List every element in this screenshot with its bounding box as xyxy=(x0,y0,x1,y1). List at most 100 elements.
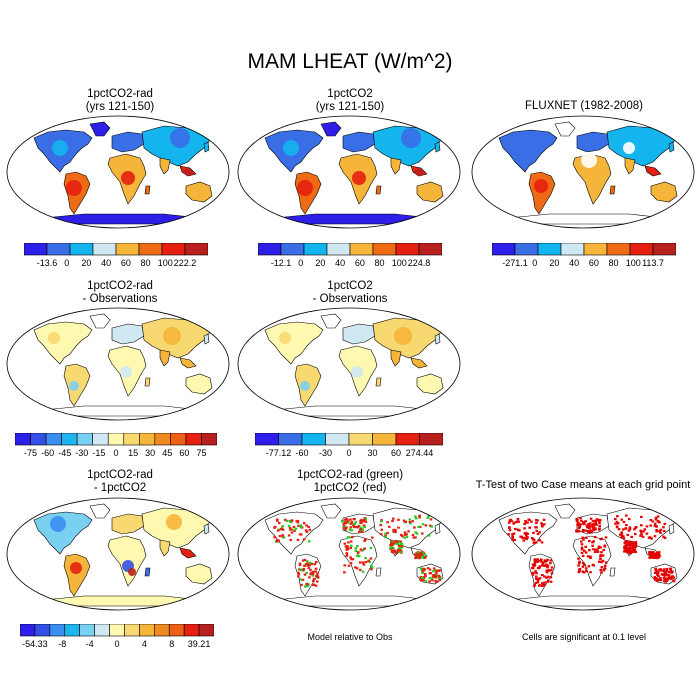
panel-title-p4: 1pctCO2-rad - Observations xyxy=(5,280,235,306)
grid-cell xyxy=(657,568,661,571)
grid-cell xyxy=(352,524,355,527)
grid-cell xyxy=(589,517,593,520)
grid-cell xyxy=(285,519,289,523)
grid-cell xyxy=(546,564,550,567)
colorbar-tick-label: 30 xyxy=(367,448,378,458)
grid-cell xyxy=(521,536,524,539)
map-panel-3 xyxy=(471,115,695,229)
colorbar-tick-label: 4 xyxy=(141,639,147,649)
grid-cell xyxy=(580,551,584,554)
colorbar-segment xyxy=(20,624,36,637)
grid-cell xyxy=(628,526,632,529)
panel-title-line1: FLUXNET (1982-2008) xyxy=(524,100,644,112)
grid-cell xyxy=(307,525,310,528)
grid-cell xyxy=(418,516,421,519)
colorbar-tick-label: 60 xyxy=(390,448,401,458)
grid-cell xyxy=(598,527,601,530)
grid-cell xyxy=(275,519,279,522)
colorbar-tick-label: 40 xyxy=(335,258,346,268)
grid-cell xyxy=(354,549,358,553)
colorbar-segment xyxy=(560,243,585,256)
grid-cell xyxy=(533,562,537,565)
grid-cell xyxy=(430,577,434,580)
grid-cell xyxy=(654,518,658,521)
grid-cell xyxy=(602,548,606,552)
grid-cell xyxy=(315,580,319,583)
grid-cell xyxy=(520,535,523,538)
grid-cell xyxy=(580,540,583,543)
colorbar-segment xyxy=(92,243,117,256)
grid-cell xyxy=(398,544,401,548)
grid-cell xyxy=(541,525,544,528)
grid-cell xyxy=(507,521,511,524)
colorbar-segment xyxy=(372,243,397,256)
grid-cell xyxy=(397,518,400,521)
grid-cell xyxy=(654,567,657,571)
grid-cell xyxy=(530,537,534,540)
colorbar-tick-label: -30 xyxy=(75,448,89,458)
grid-cell xyxy=(299,524,303,527)
grid-cell xyxy=(595,518,599,521)
colorbar-segment xyxy=(652,243,676,256)
grid-cell xyxy=(621,528,625,531)
grid-cell xyxy=(386,521,389,524)
landmass-greenland xyxy=(320,121,342,137)
grid-cell xyxy=(297,571,300,574)
grid-cell xyxy=(536,558,539,561)
landmass-madagascar xyxy=(144,185,151,195)
grid-cell xyxy=(349,522,353,525)
grid-cell xyxy=(278,534,282,538)
grid-cell xyxy=(303,585,307,588)
grid-cell xyxy=(544,563,548,566)
landmass-europe xyxy=(111,131,145,153)
colorbar-tick-label: -30 xyxy=(318,448,332,458)
grid-cell xyxy=(627,551,631,554)
colorbar-segment xyxy=(24,243,48,256)
grid-cell xyxy=(346,521,350,524)
grid-cell xyxy=(295,520,299,523)
landmass-japan xyxy=(203,141,210,153)
grid-cell xyxy=(297,573,301,576)
grid-cell xyxy=(303,564,306,567)
grid-cell xyxy=(414,536,417,539)
grid-cell xyxy=(663,571,667,574)
grid-cell xyxy=(310,571,313,574)
value-patch xyxy=(352,171,366,185)
grid-cell xyxy=(581,561,585,565)
grid-cell xyxy=(421,552,425,555)
grid-cell xyxy=(400,544,404,547)
grid-cell xyxy=(429,572,432,575)
grid-cell xyxy=(653,535,657,538)
landmass-australia xyxy=(650,181,678,203)
grid-cell xyxy=(626,547,629,550)
grid-cell xyxy=(357,555,361,558)
value-patch xyxy=(351,366,363,378)
grid-cell xyxy=(395,551,398,554)
grid-cell xyxy=(549,580,553,583)
colorbar-segment xyxy=(395,433,420,446)
grid-cell xyxy=(350,536,354,539)
grid-cell xyxy=(518,529,521,532)
colorbar-tick-label: 30 xyxy=(145,448,156,458)
grid-cell xyxy=(380,519,383,522)
grid-cell xyxy=(419,552,423,555)
landmass-japan xyxy=(203,333,210,345)
grid-cell xyxy=(549,559,553,562)
grid-cell xyxy=(581,530,585,533)
grid-cell xyxy=(408,518,412,521)
grid-cell xyxy=(662,529,666,533)
grid-cell xyxy=(597,518,600,522)
grid-cell xyxy=(343,525,346,529)
landmass-greenland xyxy=(89,313,111,329)
grid-cell xyxy=(546,558,549,561)
grid-cell xyxy=(391,543,394,546)
grid-cell xyxy=(581,528,585,532)
grid-cell xyxy=(524,519,527,523)
grid-cell xyxy=(588,522,592,525)
grid-cell xyxy=(623,550,626,553)
grid-cell xyxy=(592,548,595,551)
grid-cell xyxy=(593,519,597,522)
grid-cell xyxy=(363,525,366,529)
grid-cell xyxy=(625,550,628,553)
grid-cell xyxy=(310,562,314,565)
